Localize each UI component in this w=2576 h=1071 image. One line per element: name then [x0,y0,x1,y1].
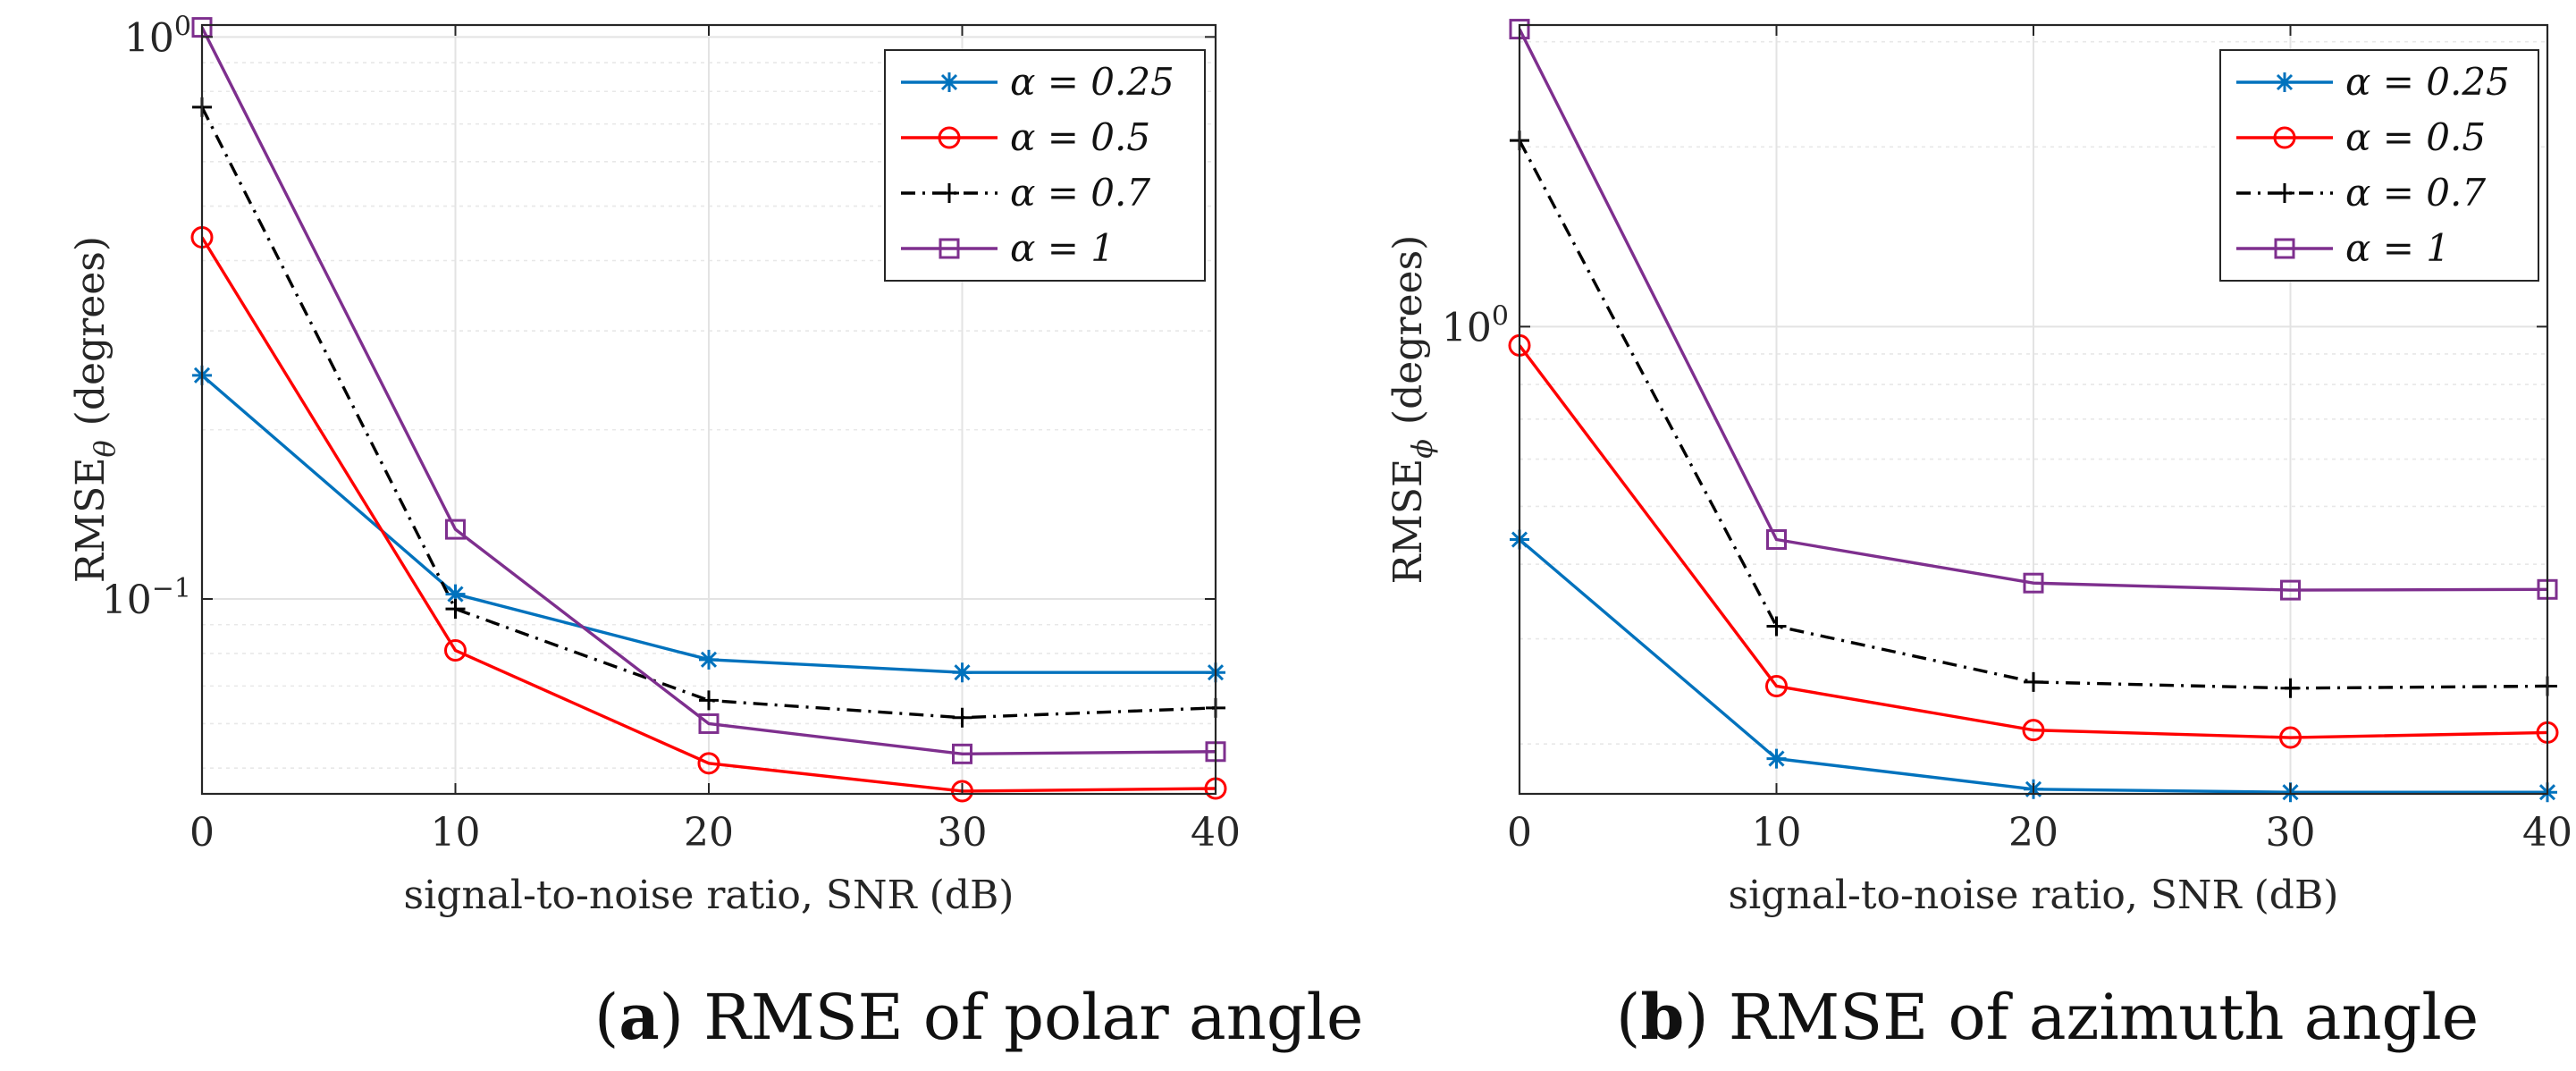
caption-paren-open: ( [1616,981,1640,1054]
data-point-s2-2 [2024,671,2043,692]
legend-label-3: α = 1 [1010,226,1115,270]
data-point-s0-2 [699,649,719,670]
y-tick-exponent: 0 [1492,300,1509,332]
data-point-s2-1 [445,599,466,620]
data-point-s1-3 [951,780,973,803]
x-tick-label: 40 [1191,810,1241,856]
legend-marker-3 [2274,238,2295,259]
y-tick-label: 100 [1442,300,1509,350]
data-point-s2-1 [1766,616,1787,637]
legend-label-1: α = 0.5 [1010,115,1150,159]
grid [1519,25,2548,794]
legend-label-3: α = 1 [2345,226,2450,270]
caption-letter: a [619,980,659,1054]
caption-letter: b [1640,980,1684,1054]
y-axis-label-main: RMSE [1385,459,1431,584]
legend-marker-0 [939,72,959,92]
y-tick-exponent: −1 [152,573,191,604]
data-point-s1-2 [2022,719,2045,742]
legend-marker-3 [939,238,960,259]
x-tick-label: 10 [1752,810,1802,856]
legend-label-0: α = 0.25 [2345,60,2510,104]
y-tick-exponent: 0 [174,11,191,42]
data-point-s1-1 [1765,674,1788,697]
y-axis-label-unit: (degrees) [1385,235,1431,425]
y-tick-base: 10 [102,578,152,623]
y-axis-label: RMSEϕ (degrees) [1385,235,1439,585]
x-tick-label: 30 [2266,810,2316,856]
data-point-s1-2 [697,752,720,775]
x-axis-label: signal-to-noise ratio, SNR (dB) [404,873,1014,918]
y-axis-label: RMSEθ (degrees) [68,236,122,583]
legend-label-2: α = 0.7 [1010,171,1150,215]
caption-paren-open: ( [594,981,619,1054]
x-tick-label: 0 [189,810,215,856]
legend-marker-1 [2273,126,2296,149]
data-point-s0-1 [445,584,466,604]
data-point-s2-3 [952,707,972,728]
x-tick-label: 20 [2008,810,2058,856]
y-tick-base: 10 [124,15,174,61]
series-line-2 [202,106,1216,720]
data-point-s2-2 [699,690,719,711]
y-axis-label-unit: (degrees) [68,236,114,426]
panel-caption: (b) RMSE of azimuth angle [1616,980,2479,1054]
x-tick-label: 0 [1507,810,1532,856]
legend-box [884,49,1206,282]
legend: α = 0.25 α = 0.5 α = 0.7 α = 1 [884,49,1206,282]
x-tick-label: 20 [684,810,734,856]
data-point-s1-3 [2279,726,2302,749]
legend-marker-1 [938,126,961,149]
panel-caption: (a) RMSE of polar angle [594,980,1363,1054]
x-tick-label: 10 [431,810,481,856]
y-tick-base: 10 [1442,305,1492,350]
legend-label-0: α = 0.25 [1010,60,1174,104]
legend-box [2219,49,2539,282]
series-line-3 [1520,28,2547,592]
y-tick-label: 10−1 [102,573,191,623]
x-axis-label: signal-to-noise ratio, SNR (dB) [1729,873,2339,918]
legend-marker-0 [2275,72,2294,92]
legend-label-1: α = 0.5 [2345,115,2486,159]
caption-paren-close: ) [660,981,704,1054]
x-tick-label: 30 [938,810,988,856]
legend-label-2: α = 0.7 [2345,171,2486,215]
data-point-s3-1 [1766,529,1787,551]
caption-paren-close: ) [1684,981,1729,1054]
data-point-s2-3 [2280,678,2301,698]
data-point-s0-1 [1766,748,1787,769]
data-point-s3-3 [2280,579,2301,601]
caption-text: RMSE of polar angle [703,981,1363,1054]
caption-text: RMSE of azimuth angle [1729,981,2479,1054]
x-tick-label: 40 [2522,810,2572,856]
legend: α = 0.25 α = 0.5 α = 0.7 α = 1 [2219,49,2539,282]
data-point-s0-3 [952,662,972,683]
data-point-s3-1 [445,519,466,540]
series-line-1 [202,236,1216,793]
y-axis-label-subscript: ϕ [1405,439,1439,459]
legend-marker-2 [2275,183,2294,203]
data-point-s1-1 [444,639,467,662]
data-point-s3-3 [952,743,972,764]
data-point-s3-2 [698,713,720,734]
series-line-2 [1520,139,2547,690]
series-line-1 [1520,344,2547,739]
data-point-s3-2 [2023,572,2044,594]
y-tick-label: 100 [124,11,191,61]
y-axis-label-subscript: θ [88,440,122,457]
legend-marker-2 [939,183,959,203]
series-line-3 [202,26,1216,756]
y-axis-label-main: RMSE [68,458,114,583]
